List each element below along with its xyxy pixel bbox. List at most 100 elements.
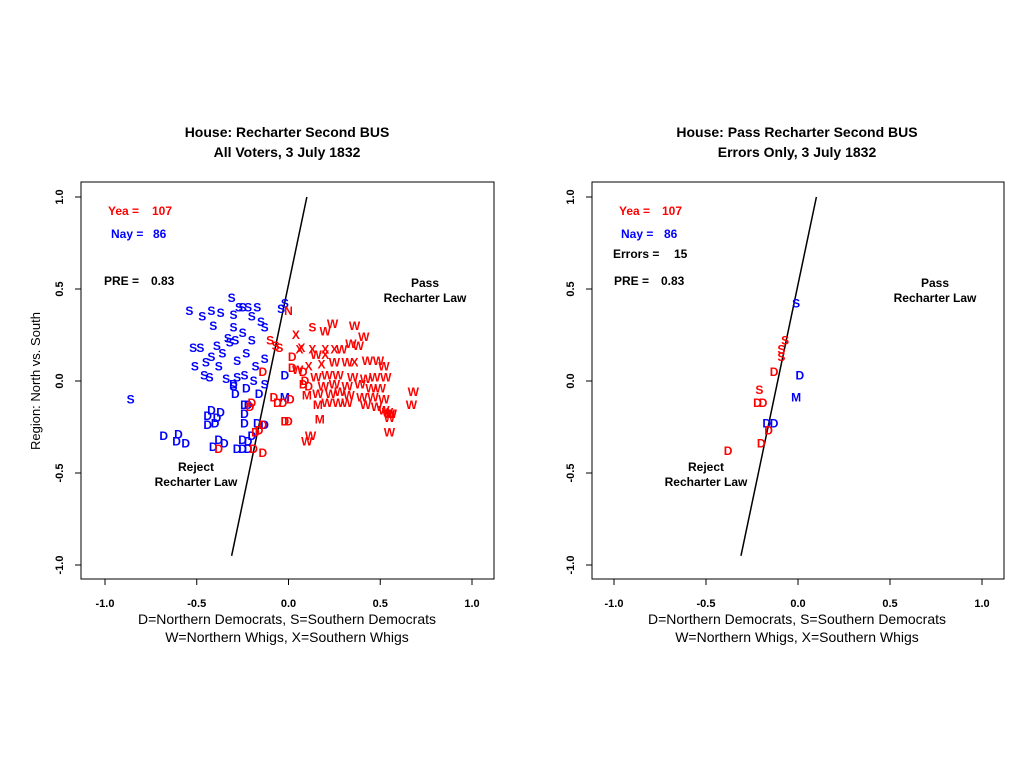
point-nay: S: [239, 300, 247, 314]
point-nay: D: [255, 387, 264, 401]
point-nay: S: [240, 368, 248, 382]
nay-label: Nay =: [111, 227, 143, 241]
point-nay: D: [203, 409, 212, 423]
point-yea: W: [310, 370, 322, 384]
point-yea: W: [367, 391, 379, 405]
point-yea: W: [354, 378, 366, 392]
point-nay: S: [250, 374, 258, 388]
point-yea: S: [266, 334, 274, 348]
point-yea: W: [329, 356, 341, 370]
point-yea: S: [308, 321, 316, 335]
chart-subtitle: Errors Only, 3 July 1832: [718, 144, 877, 160]
y-tick-label: -1.0: [565, 556, 577, 575]
point-nay: D: [233, 442, 242, 456]
point-nay: S: [224, 332, 232, 346]
point-yea: M: [315, 413, 325, 427]
point-nay: S: [196, 341, 204, 355]
point-yea: W: [342, 356, 354, 370]
point-nay: D: [770, 416, 779, 430]
point-nay: S: [226, 335, 234, 349]
point-yea: X: [318, 357, 326, 371]
x-tick-label: 0.5: [373, 598, 388, 610]
point-nay: D: [762, 416, 771, 430]
point-yea: M: [302, 389, 312, 403]
x-tick-label: -1.0: [96, 598, 115, 610]
point-nay: D: [238, 442, 247, 456]
point-yea: W: [378, 403, 390, 417]
x-tick-label: -0.5: [187, 598, 206, 610]
point-yea: D: [279, 396, 288, 410]
point-yea: S: [275, 341, 283, 355]
panel-all-voters: House: Recharter Second BUS All Voters, …: [28, 124, 495, 645]
point-yea: W: [360, 372, 372, 386]
point-nay: S: [229, 380, 237, 394]
x-tick-label: 0.0: [281, 598, 296, 610]
point-yea: W: [371, 400, 383, 414]
y-tick-label: 0.5: [54, 281, 66, 296]
point-nay: S: [229, 308, 237, 322]
y-tick-label: 0.0: [54, 373, 66, 388]
point-yea: W: [292, 363, 304, 377]
point-nay: S: [248, 334, 256, 348]
chart-title: House: Pass Recharter Second BUS: [676, 124, 917, 140]
point-nay: D: [211, 416, 220, 430]
x-axis-label: D=Northern Democrats, S=Southern Democra…: [138, 611, 436, 627]
point-yea: D: [301, 374, 310, 388]
point-nay: S: [191, 359, 199, 373]
point-nay: S: [233, 354, 241, 368]
point-nay: S: [198, 310, 206, 324]
point-yea: X: [296, 343, 304, 357]
point-nay: D: [214, 433, 223, 447]
point-yea: D: [258, 418, 267, 432]
point-yea: W: [320, 324, 332, 338]
point-nay: D: [244, 442, 253, 456]
point-yea: W: [406, 398, 418, 412]
point-nay: D: [172, 435, 181, 449]
point-nay: D: [240, 398, 249, 412]
point-nay: D: [796, 368, 805, 382]
point-yea: S: [777, 350, 785, 364]
point-yea: W: [305, 429, 317, 443]
point-yea: W: [312, 387, 324, 401]
x-axis-label: D=Northern Democrats, S=Southern Democra…: [648, 611, 946, 627]
point-yea: W: [334, 385, 346, 399]
point-nay: S: [207, 350, 215, 364]
point-yea: W: [343, 389, 355, 403]
point-yea: S: [755, 383, 763, 397]
point-nay: S: [235, 300, 243, 314]
yea-count: 107: [152, 204, 172, 218]
point-nay: S: [215, 359, 223, 373]
point-yea: W: [301, 435, 313, 449]
point-yea: W: [342, 380, 354, 394]
point-yea: D: [288, 361, 297, 375]
point-nay: S: [792, 297, 800, 311]
pre-value: 0.83: [151, 274, 175, 288]
point-yea: W: [360, 398, 372, 412]
point-yea: W: [342, 396, 354, 410]
pass-annotation: Pass: [921, 276, 949, 290]
point-nay: D: [229, 378, 238, 392]
yea-count: 107: [662, 204, 682, 218]
point-yea: W: [310, 348, 322, 362]
point-yea: W: [356, 391, 368, 405]
y-tick-label: -1.0: [54, 556, 66, 575]
point-nay: S: [253, 300, 261, 314]
point-nay: S: [251, 359, 259, 373]
point-yea: S: [781, 334, 789, 348]
panel-errors-only: House: Pass Recharter Second BUS Errors …: [565, 124, 1005, 645]
point-yea: W: [373, 354, 385, 368]
point-nay: D: [207, 403, 216, 417]
pre-label: PRE =: [614, 274, 649, 288]
point-nay: D: [231, 387, 240, 401]
point-yea: W: [384, 411, 396, 425]
point-yea: M: [313, 398, 323, 412]
point-nay: S: [200, 368, 208, 382]
point-yea: W: [336, 343, 348, 357]
point-yea: W: [408, 385, 420, 399]
point-nay: D: [247, 429, 256, 443]
point-yea: X: [308, 343, 316, 357]
point-nay: S: [217, 306, 225, 320]
point-yea: D: [246, 400, 255, 414]
point-nay: S: [189, 341, 197, 355]
